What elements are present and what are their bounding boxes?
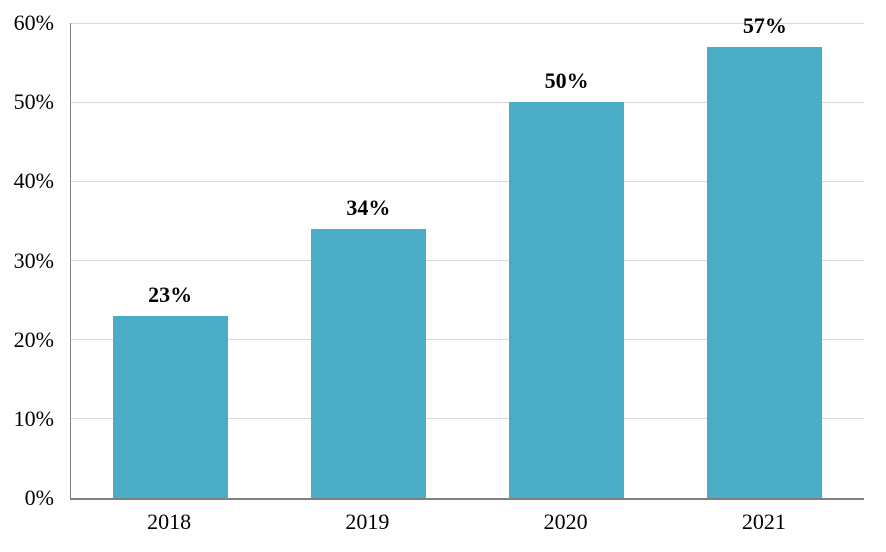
bar-2021 (707, 46, 823, 498)
bar-value-label-2020: 50% (544, 68, 589, 94)
bar-2019 (310, 228, 426, 498)
bar-2020 (509, 102, 625, 498)
gridline-50 (71, 101, 864, 103)
bar-2018 (112, 315, 228, 498)
gridline-10 (71, 418, 864, 420)
y-tick-label-10pct: 10% (13, 405, 54, 431)
x-tick-label-2018: 2018 (147, 509, 192, 534)
gridline-30 (71, 260, 864, 261)
gridline-60 (71, 22, 864, 24)
y-tick-label-40pct: 40% (13, 168, 54, 194)
x-tick-label-2019: 2019 (345, 509, 390, 534)
gridline-40 (71, 180, 864, 182)
x-tick-label-2021: 2021 (741, 509, 786, 534)
bar-value-label-2021: 57% (742, 12, 787, 38)
plot-area: 23% 34% 50% 57% (70, 13, 864, 500)
y-tick-label-60pct: 60% (13, 10, 54, 35)
y-tick-label-50pct: 50% (13, 89, 54, 115)
x-tick-label-2020: 2020 (543, 509, 588, 534)
y-tick-label-30pct: 30% (13, 247, 54, 273)
y-tick-label-0pct: 0% (24, 485, 54, 510)
gridline-20 (71, 339, 864, 341)
y-tick-label-20pct: 20% (13, 326, 54, 352)
bar-value-label-2019: 34% (346, 194, 391, 220)
bar-value-label-2018: 23% (148, 281, 193, 307)
y-axis: 0% 10% 20% 30% 40% 50% 60% (0, 0, 54, 552)
